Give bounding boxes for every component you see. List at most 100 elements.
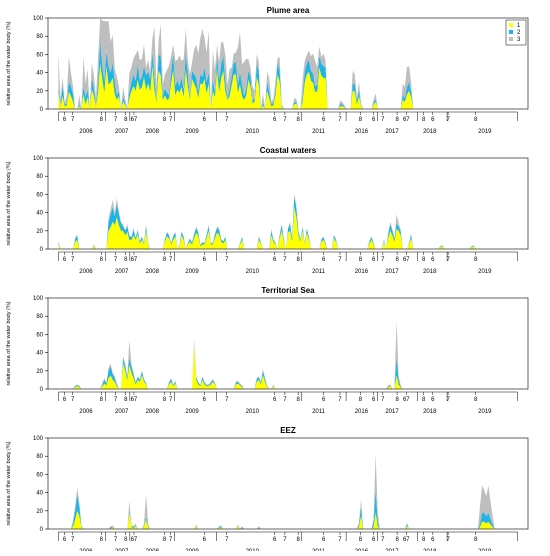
x-month-label: 67 [403,397,410,403]
x-month-label: 6 [322,117,326,123]
x-month-label: 7 [283,117,287,123]
y-tick-label: 80 [36,454,43,460]
x-year-label: 2017 [385,129,399,135]
y-tick-label: 20 [36,89,43,95]
x-month-label: 8 [124,117,128,123]
x-month-label: 7 [169,537,173,543]
x-month-label: 8 [163,117,167,123]
x-year-label: 2009 [185,409,199,415]
y-tick-label: 100 [33,296,44,302]
x-month-label: 7 [381,397,385,403]
x-month-label: 7 [446,537,450,543]
x-month-label: 6 [322,397,326,403]
x-month-label: 8 [163,397,167,403]
x-year-label: 2007 [115,129,129,135]
x-month-label: 6 [63,257,67,263]
x-year-label: 2008 [146,269,160,275]
y-tick-label: 40 [36,71,43,77]
x-month-label: 6 [203,397,207,403]
panel-2: Coastal waters relative area of the water… [6,146,529,275]
area-series-1 [58,63,516,109]
x-month-label: 7 [283,257,287,263]
plot-frame [47,437,529,530]
panel-4: EEZ relative area of the water body (%) 0 2… [6,426,529,555]
y-tick-label: 80 [36,314,43,320]
x-month-label: 8 [100,257,104,263]
x-month-label: 7 [381,537,385,543]
x-month-label: 8 [296,397,300,403]
x-month-label: 6 [203,257,207,263]
y-tick-label: 0 [40,387,44,393]
x-month-label: 7 [381,257,385,263]
x-year-label: 2010 [246,269,260,275]
x-month-label: 6 [431,397,435,403]
y-tick-label: 20 [36,229,43,235]
x-year-label: 2011 [312,409,326,415]
x-year-label: 2011 [312,269,326,275]
plot-frame [47,297,529,390]
x-month-label: 67 [131,257,138,263]
y-tick-label: 80 [36,34,43,40]
x-year-label: 2018 [423,129,437,135]
x-month-label: 8 [474,117,478,123]
x-month-label: 6 [431,257,435,263]
x-month-label: 7 [225,117,229,123]
x-year-label: 2019 [478,129,492,135]
x-month-label: 6 [63,117,67,123]
x-month-label: 7 [446,257,450,263]
x-month-label: 6 [63,397,67,403]
y-tick-label: 40 [36,491,43,497]
legend-swatch [509,23,513,27]
x-year-label: 2009 [185,269,199,275]
x-year-label: 2011 [312,129,326,135]
area-series-3 [58,453,516,529]
x-month-label: 8 [395,537,399,543]
x-month-label: 8 [422,117,426,123]
y-axis-label: relative area of the water body (%) [6,301,12,385]
x-year-label: 2010 [246,129,260,135]
x-month-label: 7 [114,257,118,263]
x-year-label: 2007 [115,409,129,415]
x-month-label: 7 [169,117,173,123]
x-month-label: 8 [359,257,363,263]
y-axis-label: relative area of the water body (%) [6,21,12,105]
x-month-label: 67 [403,117,410,123]
x-month-label: 7 [169,257,173,263]
x-year-label: 2018 [423,409,437,415]
x-month-label: 6 [273,257,277,263]
x-month-label: 7 [338,537,342,543]
y-tick-label: 40 [36,351,43,357]
x-month-label: 6 [273,537,277,543]
x-month-label: 8 [100,537,104,543]
x-year-label: 2008 [146,129,160,135]
y-axis-label: relative area of the water body (%) [6,161,12,245]
x-year-label: 2017 [385,409,399,415]
x-month-label: 8 [422,537,426,543]
area-series-3 [58,193,516,249]
x-month-label: 7 [338,257,342,263]
x-month-label: 8 [422,397,426,403]
x-month-label: 8 [100,397,104,403]
x-year-label: 2006 [79,409,93,415]
x-month-label: 8 [474,397,478,403]
x-month-label: 6 [372,257,376,263]
x-month-label: 7 [169,397,173,403]
x-month-label: 7 [338,397,342,403]
x-year-label: 2016 [355,129,369,135]
panel-title: EEZ [280,426,296,435]
x-month-label: 8 [296,117,300,123]
x-month-label: 6 [203,537,207,543]
x-month-label: 67 [131,117,138,123]
x-month-label: 8 [395,397,399,403]
plot-frame [47,157,529,250]
y-tick-label: 100 [33,16,44,22]
x-month-label: 8 [395,117,399,123]
area-series-1 [58,510,516,529]
x-month-label: 8 [296,537,300,543]
x-month-label: 6 [322,537,326,543]
x-month-label: 8 [124,257,128,263]
x-month-label: 7 [225,397,229,403]
x-month-label: 7 [225,537,229,543]
